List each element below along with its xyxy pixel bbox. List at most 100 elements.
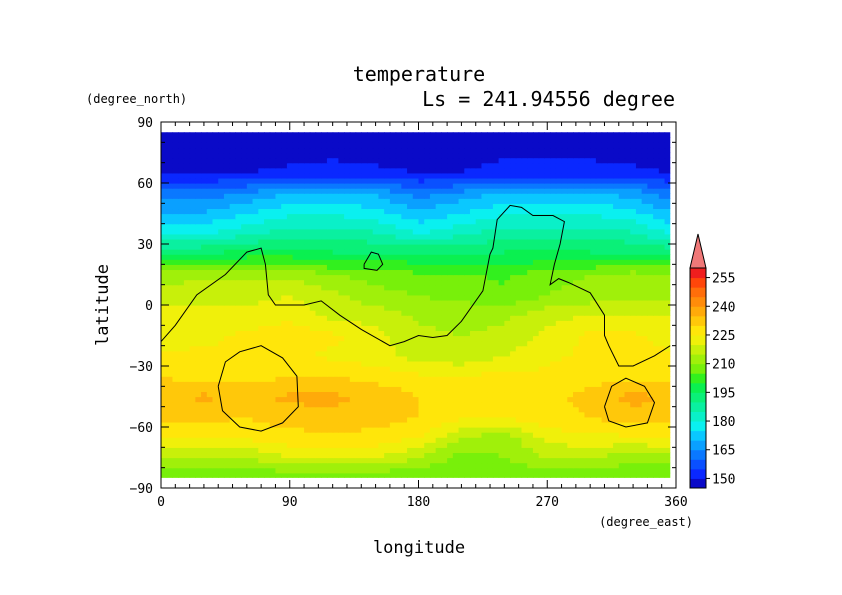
field-cell xyxy=(441,325,448,332)
field-cell xyxy=(624,274,631,281)
field-cell xyxy=(161,193,168,199)
field-cell xyxy=(584,467,591,474)
field-cell xyxy=(664,299,671,306)
field-cell xyxy=(607,274,614,281)
field-cell xyxy=(561,299,568,306)
field-cell xyxy=(378,244,385,250)
field-cell xyxy=(578,249,586,255)
field-cell xyxy=(412,391,420,398)
field-cell xyxy=(223,330,231,337)
field-cell xyxy=(521,340,528,347)
field-cell xyxy=(653,315,660,321)
field-cell xyxy=(172,381,179,387)
field-cell xyxy=(241,244,248,250)
field-cell xyxy=(458,198,465,204)
field-cell xyxy=(401,264,408,271)
field-cell xyxy=(292,325,299,332)
field-cell xyxy=(407,244,414,250)
field-cell xyxy=(309,437,317,443)
field-cell xyxy=(372,203,380,210)
field-cell xyxy=(578,340,586,347)
field-cell xyxy=(630,238,637,245)
field-cell xyxy=(286,396,294,403)
field-cell xyxy=(624,299,631,306)
field-cell xyxy=(515,360,523,367)
field-cell xyxy=(504,315,511,321)
field-cell xyxy=(309,335,317,342)
field-cell xyxy=(321,279,328,286)
field-cell xyxy=(344,411,351,418)
field-cell xyxy=(595,213,603,220)
field-cell xyxy=(275,427,282,433)
field-cell xyxy=(544,193,551,199)
field-cell xyxy=(223,386,231,393)
field-cell xyxy=(550,457,557,464)
field-cell xyxy=(429,223,437,230)
field-cell xyxy=(315,416,322,423)
field-cell xyxy=(590,259,597,265)
field-cell xyxy=(172,244,179,250)
field-cell xyxy=(372,447,380,454)
field-cell xyxy=(338,350,345,357)
field-cell xyxy=(607,279,614,286)
field-cell xyxy=(458,442,465,448)
field-cell xyxy=(367,381,374,387)
field-cell xyxy=(161,244,168,250)
field-cell xyxy=(172,421,179,428)
field-cell xyxy=(435,269,442,276)
field-cell xyxy=(269,467,277,474)
field-cell xyxy=(275,264,282,271)
field-cell xyxy=(452,350,460,357)
field-cell xyxy=(269,472,277,478)
field-cell xyxy=(653,218,660,225)
field-cell xyxy=(378,371,385,377)
field-cell xyxy=(281,325,288,332)
field-cell xyxy=(218,381,225,387)
field-cell xyxy=(206,325,214,332)
field-cell xyxy=(166,467,174,474)
field-cell xyxy=(401,320,408,326)
field-cell xyxy=(635,416,643,423)
field-cell xyxy=(538,223,545,230)
field-cell xyxy=(235,238,242,245)
field-cell xyxy=(487,457,494,464)
field-cell xyxy=(384,233,391,240)
field-cell xyxy=(355,376,362,382)
field-cell xyxy=(487,442,494,448)
field-cell xyxy=(647,254,654,260)
field-cell xyxy=(664,462,671,469)
field-cell xyxy=(447,345,454,352)
field-cell xyxy=(378,432,385,438)
field-cell xyxy=(538,315,545,321)
field-cell xyxy=(630,299,637,306)
field-cell xyxy=(412,223,420,230)
field-cell xyxy=(344,406,351,413)
field-cell xyxy=(321,203,328,210)
field-cell xyxy=(504,376,511,382)
field-cell xyxy=(338,279,345,286)
field-cell xyxy=(407,335,414,342)
field-cell xyxy=(161,203,168,210)
field-cell xyxy=(447,386,454,393)
field-cell xyxy=(630,310,637,316)
field-cell xyxy=(206,254,214,260)
field-cell xyxy=(201,386,208,393)
field-cell xyxy=(401,381,408,387)
field-cell xyxy=(355,228,362,235)
field-cell xyxy=(510,340,517,347)
field-cell xyxy=(618,193,626,199)
field-cell xyxy=(470,223,477,230)
field-cell xyxy=(161,294,168,301)
field-cell xyxy=(195,467,202,474)
field-cell xyxy=(653,386,660,393)
field-cell xyxy=(338,305,345,311)
field-cell xyxy=(361,406,368,413)
field-cell xyxy=(498,208,505,215)
field-cell xyxy=(349,244,357,250)
field-cell xyxy=(527,340,534,347)
field-cell xyxy=(435,325,442,332)
field-cell xyxy=(658,294,666,301)
field-cell xyxy=(504,254,511,260)
field-cell xyxy=(647,376,654,382)
field-cell xyxy=(452,386,460,393)
